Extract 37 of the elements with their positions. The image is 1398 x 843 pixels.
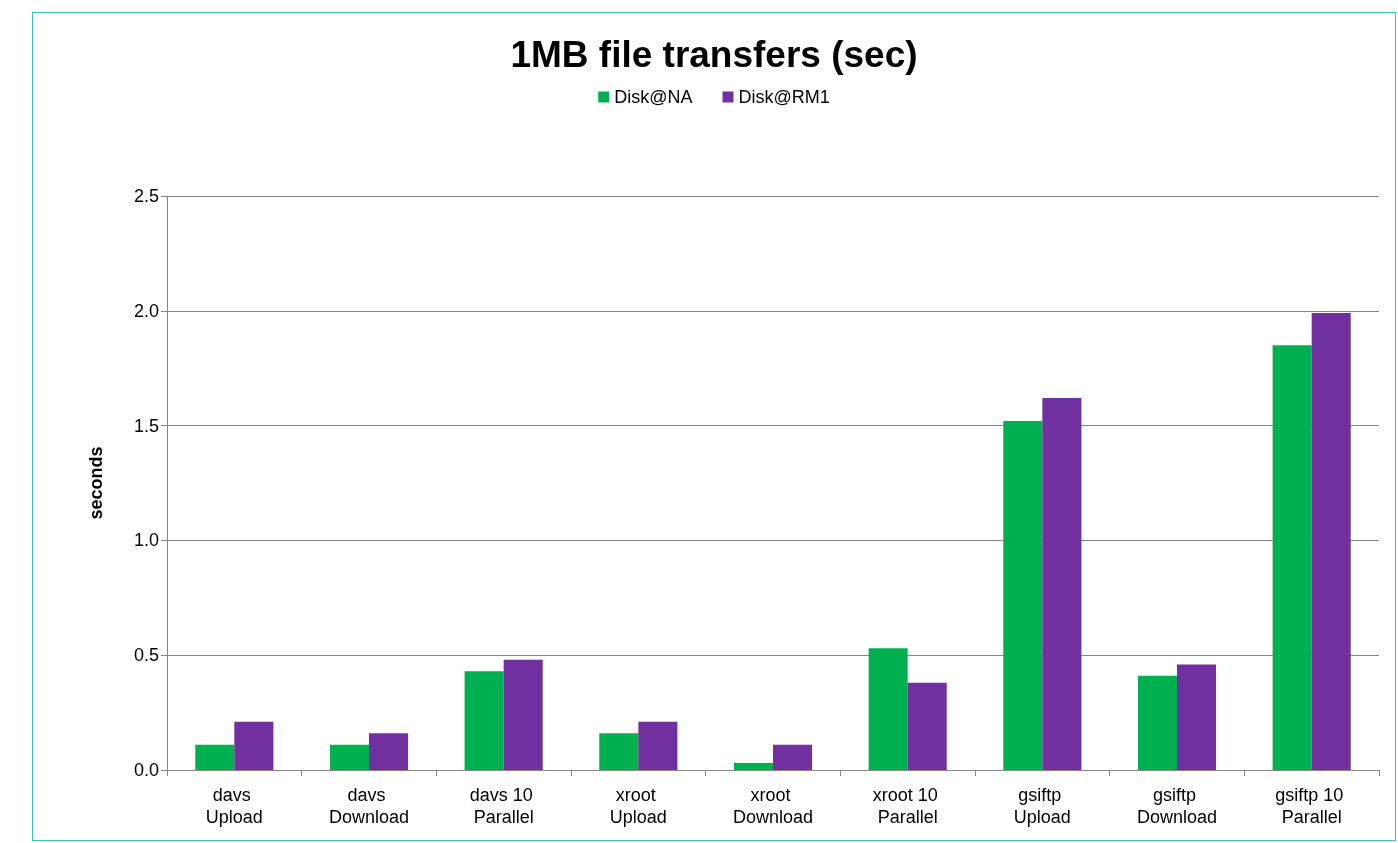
x-tick-label: gsiftp Download bbox=[1136, 785, 1218, 827]
x-tick-label: davs Download bbox=[328, 785, 410, 827]
bar bbox=[234, 721, 274, 770]
bar bbox=[503, 659, 543, 770]
legend-label: Disk@RM1 bbox=[738, 87, 830, 107]
y-tick-label: 0.0 bbox=[133, 760, 159, 780]
bar bbox=[773, 744, 813, 770]
bar bbox=[369, 733, 409, 770]
bar bbox=[1042, 398, 1082, 770]
legend-label: Disk@NA bbox=[614, 87, 693, 107]
bar bbox=[1272, 345, 1312, 770]
bar bbox=[1311, 313, 1351, 770]
bar bbox=[733, 763, 773, 770]
bar bbox=[1177, 664, 1217, 770]
bar bbox=[195, 744, 235, 770]
y-tick-label: 2.5 bbox=[133, 186, 159, 206]
y-tick-label: 0.5 bbox=[133, 645, 159, 666]
bar bbox=[638, 721, 678, 770]
x-tick-label: davs Upload bbox=[205, 785, 263, 827]
y-axis-title: seconds bbox=[86, 446, 106, 520]
bar bbox=[1003, 421, 1043, 770]
x-tick-label: davs 10 Parallel bbox=[469, 785, 538, 827]
bar bbox=[907, 682, 947, 770]
bar bbox=[329, 744, 369, 770]
y-tick-label: 1.0 bbox=[133, 530, 159, 551]
x-tick-label: xroot Download bbox=[732, 785, 814, 827]
bar bbox=[1137, 675, 1177, 770]
x-tick-label: xroot Upload bbox=[609, 785, 667, 827]
x-tick-label: gsiftp Upload bbox=[1013, 785, 1071, 827]
bar bbox=[599, 733, 639, 770]
bar bbox=[868, 648, 908, 770]
y-tick-label: 2.0 bbox=[133, 300, 159, 321]
chart-title: 1MB file transfers (sec) bbox=[510, 34, 918, 75]
bar bbox=[464, 671, 504, 770]
y-tick-label: 1.5 bbox=[133, 415, 159, 436]
x-tick-label: xroot 10 Parallel bbox=[872, 785, 943, 827]
x-tick-label: gsiftp 10 Parallel bbox=[1275, 785, 1349, 827]
